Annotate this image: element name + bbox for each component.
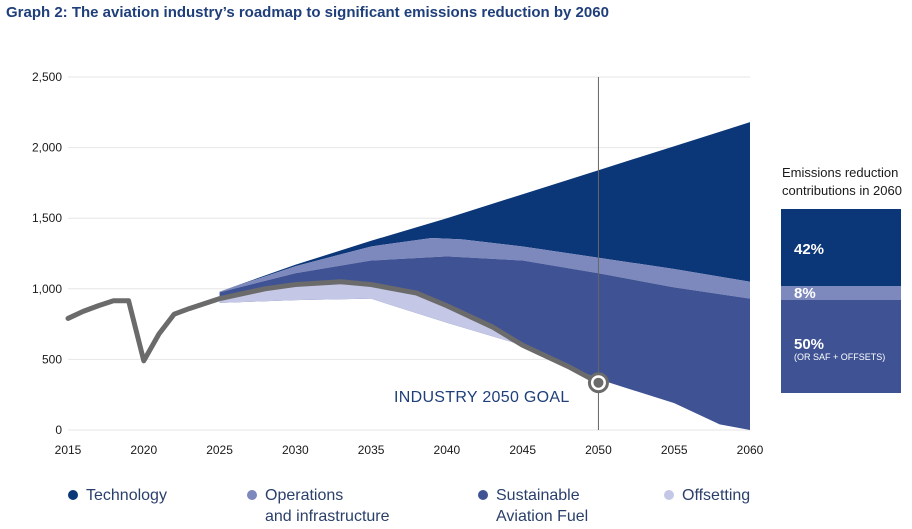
y-tick-label: 0 (55, 423, 62, 437)
legend-dot-technology (68, 490, 78, 500)
y-tick-label: 1,500 (32, 211, 62, 225)
y-tick-label: 2,500 (32, 70, 62, 84)
legend-label-saf: Sustainable Aviation Fuel (496, 487, 589, 525)
segment-operations (781, 286, 901, 300)
legend-item-operations: Operations and infrastructure (247, 485, 390, 527)
legend-label-technology: Technology (86, 487, 167, 504)
segment-technology (781, 209, 901, 286)
chart-title: Graph 2: The aviation industry’s roadmap… (6, 4, 609, 21)
x-tick-label: 2045 (509, 443, 536, 457)
goal-label: INDUSTRY 2050 GOAL (394, 389, 570, 406)
area-saf (219, 256, 751, 430)
net-emissions-line (65, 279, 601, 386)
x-tick-label: 2035 (358, 443, 385, 457)
x-tick-label: 2015 (55, 443, 82, 457)
y-tick-label: 500 (42, 352, 62, 366)
x-tick-label: 2030 (282, 443, 309, 457)
x-tick-label: 2060 (737, 443, 764, 457)
segment-operations-label: 8% (794, 285, 816, 302)
axis-labels: 0 500 1,000 1,500 2,000 2,500 2015 2020 2025 2030… (32, 70, 764, 457)
area-technology (219, 122, 751, 292)
segment-saf (781, 300, 901, 393)
y-tick-label: 2,000 (32, 141, 62, 155)
side-panel-title-line2: contributions in 2060 (782, 183, 902, 198)
side-panel-title-line1: Emissions reduction (782, 165, 898, 180)
x-tick-label: 2020 (130, 443, 157, 457)
x-tick-label: 2050 (585, 443, 612, 457)
legend-item-offsetting: Offsetting (664, 485, 750, 506)
legend-dot-saf (478, 490, 488, 500)
area-layers (219, 122, 751, 430)
legend-dot-offsetting (664, 490, 674, 500)
x-tick-label: 2040 (434, 443, 461, 457)
area-operations (219, 237, 751, 299)
y-tick-label: 1,000 (32, 282, 62, 296)
legend-dot-operations (247, 490, 257, 500)
segment-saf-label: 50% (794, 336, 824, 353)
legend-label-operations: Operations and infrastructure (265, 487, 390, 525)
net-emissions-line-group (65, 279, 609, 394)
segment-technology-label: 42% (794, 241, 824, 258)
goal-marker-center (593, 377, 604, 388)
legend: Technology Operations and infrastructure… (0, 485, 912, 529)
x-tick-label: 2055 (661, 443, 688, 457)
legend-item-technology: Technology (68, 485, 167, 506)
side-panel: Emissions reduction contributions in 206… (781, 165, 902, 393)
legend-label-offsetting: Offsetting (682, 487, 751, 504)
x-tick-label: 2025 (206, 443, 233, 457)
legend-item-saf: Sustainable Aviation Fuel (478, 485, 588, 527)
chart-svg: 0 500 1,000 1,500 2,000 2,500 2015 2020 2025 2030… (32, 70, 902, 457)
segment-saf-note: (OR SAF + OFFSETS) (794, 352, 885, 362)
